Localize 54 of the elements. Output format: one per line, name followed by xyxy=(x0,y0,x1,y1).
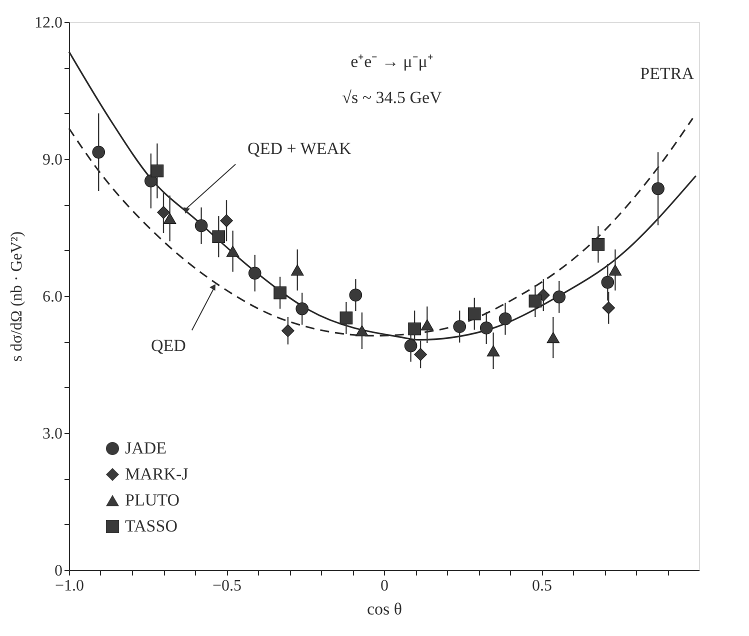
point xyxy=(408,322,421,336)
point xyxy=(601,276,614,289)
point xyxy=(296,302,309,316)
legend-label: MARK-J xyxy=(125,464,189,484)
x-tick-label: 0.5 xyxy=(532,578,552,594)
point xyxy=(486,345,500,356)
point xyxy=(212,230,226,244)
point xyxy=(498,312,512,326)
point xyxy=(592,238,605,251)
y-tick-label: 12.0 xyxy=(34,14,62,32)
point xyxy=(248,266,262,280)
point xyxy=(414,348,427,361)
point xyxy=(163,212,176,224)
point xyxy=(282,324,294,338)
point xyxy=(480,322,493,334)
y-axis-title: s dσ/dΩ (nb · GeV²) xyxy=(8,231,26,362)
point xyxy=(349,288,362,302)
y-tick-label: 0 xyxy=(54,562,62,580)
point xyxy=(420,319,434,330)
legend-label: TASSO xyxy=(125,516,178,536)
y-tick-label: 3.0 xyxy=(42,426,62,442)
annotation: PETRA xyxy=(640,64,695,83)
point xyxy=(274,286,286,300)
point xyxy=(220,214,233,228)
point xyxy=(150,164,164,178)
point xyxy=(157,206,170,219)
point xyxy=(453,320,466,334)
legend-label: JADE xyxy=(125,438,167,458)
annotation: QED xyxy=(150,336,186,356)
point xyxy=(608,264,622,276)
point xyxy=(552,290,566,304)
x-tick-label: −0.5 xyxy=(212,578,242,594)
y-tick-label: 6.0 xyxy=(42,288,62,306)
point xyxy=(340,311,353,324)
annotation: QED + WEAK xyxy=(248,139,352,158)
annotation: √s ~ 34.5 GeV xyxy=(342,88,443,107)
point xyxy=(226,246,240,257)
x-axis-title: cos θ xyxy=(366,600,402,618)
point xyxy=(404,339,418,352)
point xyxy=(652,182,664,196)
point xyxy=(194,219,208,232)
x-tick-label: 0 xyxy=(380,578,388,594)
point xyxy=(546,332,560,344)
y-tick-label: 9.0 xyxy=(42,152,62,168)
point xyxy=(92,146,106,159)
legend-label: PLUTO xyxy=(125,490,180,510)
point xyxy=(602,301,616,314)
point xyxy=(290,264,304,276)
annotation: e⁺e⁻ → μ⁻μ⁺ xyxy=(350,52,434,71)
point xyxy=(356,325,368,336)
x-tick-label: −1.0 xyxy=(54,578,84,594)
point xyxy=(144,174,158,188)
point xyxy=(468,307,481,320)
point xyxy=(528,294,542,308)
